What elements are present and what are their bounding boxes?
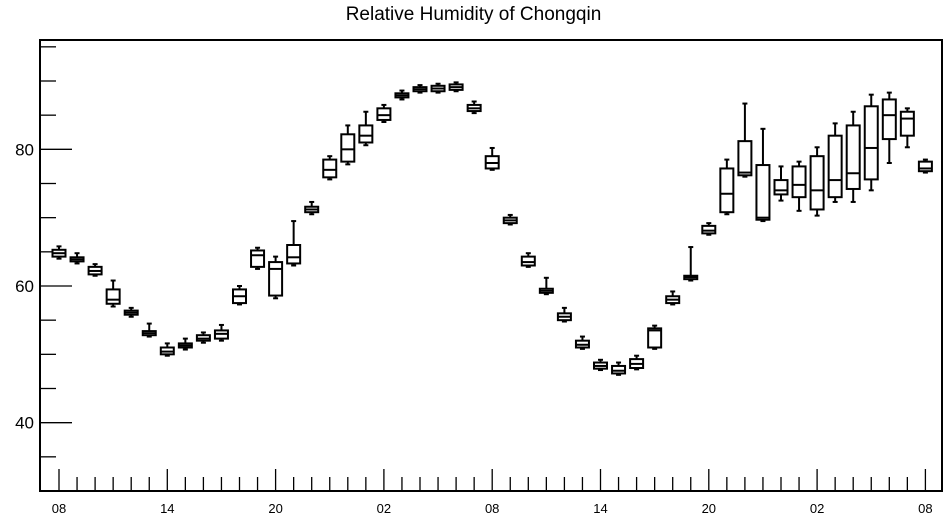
box-body: [611, 364, 627, 375]
box-20: [412, 84, 428, 94]
y-tick-label: 60: [15, 277, 34, 296]
box-4: [123, 306, 139, 318]
box-body: [647, 327, 663, 349]
box-40: [773, 165, 789, 202]
box-body: [737, 140, 753, 177]
box-body: [899, 110, 915, 137]
x-tick-label: 20: [702, 501, 716, 516]
box-39: [755, 127, 771, 223]
box-body: [791, 165, 807, 199]
box-body: [376, 107, 392, 121]
box-body: [719, 167, 735, 214]
box-body: [845, 124, 861, 190]
box-26: [520, 252, 536, 268]
box-10: [232, 285, 247, 306]
box-body: [520, 255, 536, 267]
box-0: [51, 245, 67, 260]
box-44: [845, 110, 861, 203]
box-body: [701, 224, 717, 235]
box-41: [791, 160, 807, 212]
box-19: [394, 89, 410, 101]
box-14: [304, 200, 320, 216]
box-29: [574, 335, 590, 350]
box-45: [863, 93, 879, 192]
y-tick-label: 80: [15, 140, 34, 159]
box-11: [250, 246, 266, 270]
x-tick-label: 02: [377, 501, 391, 516]
box-8: [195, 331, 211, 344]
boxes-layer: [51, 81, 933, 376]
box-12: [268, 255, 284, 300]
box-43: [827, 122, 843, 203]
box-36: [701, 222, 717, 236]
box-7: [177, 337, 193, 351]
box-30: [593, 358, 608, 372]
box-body: [863, 105, 879, 181]
box-27: [538, 276, 554, 296]
box-13: [286, 220, 302, 267]
x-tick-label: 08: [918, 501, 932, 516]
box-body: [340, 133, 356, 163]
box-18: [376, 103, 392, 123]
box-body: [809, 155, 825, 211]
box-31: [611, 361, 627, 376]
box-body: [286, 244, 302, 265]
box-body: [773, 179, 789, 196]
box-35: [683, 246, 699, 282]
box-6: [159, 342, 175, 357]
box-46: [881, 91, 897, 164]
box-47: [899, 107, 915, 149]
box-body: [917, 160, 933, 173]
box-body: [250, 249, 266, 268]
box-1: [69, 252, 85, 265]
box-9: [213, 323, 229, 342]
box-16: [340, 124, 356, 166]
box-22: [448, 81, 464, 93]
box-34: [665, 290, 681, 306]
box-2: [87, 263, 103, 277]
box-33: [647, 324, 663, 350]
x-tick-label: 20: [268, 501, 282, 516]
box-24: [484, 146, 500, 171]
box-body: [358, 124, 374, 144]
axes-layer: 40 60 80 08 14 20 02 08 14 20 02 08: [15, 46, 933, 516]
box-body: [105, 288, 121, 305]
box-body: [881, 98, 897, 141]
box-3: [105, 279, 121, 308]
box-body: [755, 164, 771, 221]
box-38: [737, 102, 753, 178]
box-15: [322, 155, 338, 181]
box-body: [268, 261, 284, 297]
box-23: [466, 100, 482, 115]
box-42: [809, 146, 825, 217]
x-tick-label: 14: [160, 501, 174, 516]
box-body: [827, 134, 843, 199]
box-5: [141, 322, 157, 338]
box-21: [430, 82, 446, 94]
box-17: [358, 110, 374, 147]
x-tick-label: 08: [485, 501, 499, 516]
chart-title: Relative Humidity of Chongqin: [345, 4, 602, 25]
box-32: [629, 354, 645, 371]
x-tick-label: 08: [52, 501, 66, 516]
box-25: [502, 213, 518, 226]
box-37: [719, 158, 735, 216]
box-48: [917, 158, 933, 174]
x-tick-label: 14: [593, 501, 607, 516]
x-tick-label: 02: [810, 501, 824, 516]
box-28: [556, 306, 572, 323]
plot-frame: [39, 39, 943, 492]
box-body: [322, 158, 338, 179]
y-tick-label: 40: [15, 414, 34, 433]
